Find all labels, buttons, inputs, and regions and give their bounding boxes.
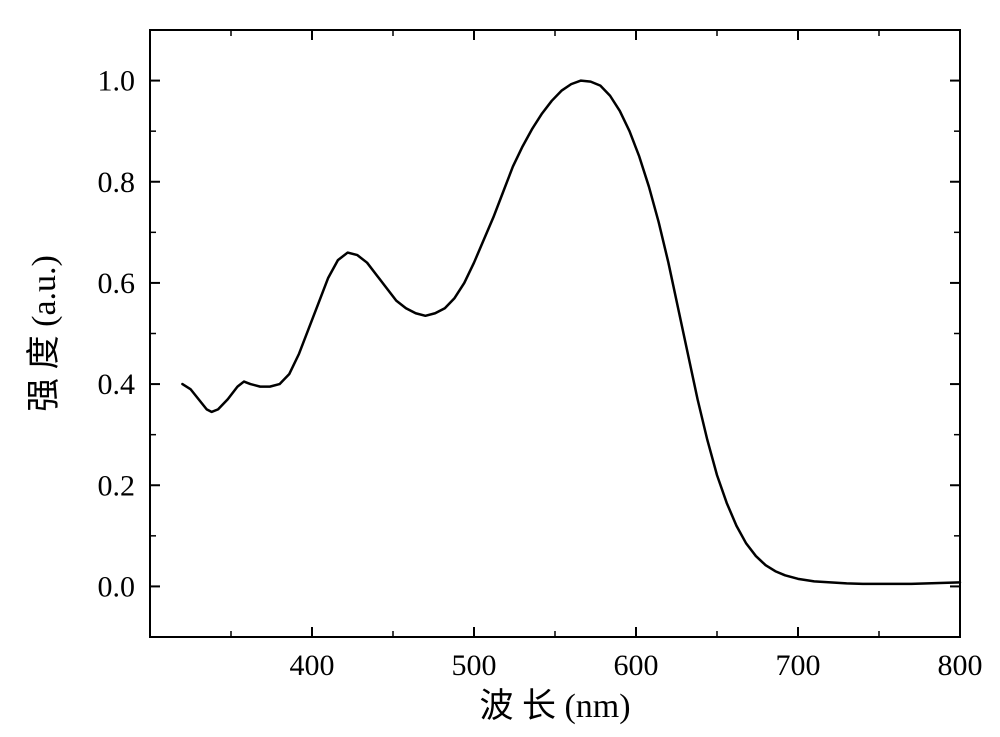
- x-tick-label: 800: [938, 649, 983, 682]
- spectrum-line: [182, 81, 960, 584]
- y-tick-label: 0.8: [98, 166, 136, 199]
- plot-border: [150, 30, 960, 637]
- x-tick-label: 400: [290, 649, 335, 682]
- spectrum-chart: 400 500 600 700 800 0.0 0.2 0.4 0.6 0.8 1.0 波 长 (nm…: [0, 0, 1000, 737]
- chart-svg: 400 500 600 700 800 0.0 0.2 0.4 0.6 0.8 1.0 波 长 (nm…: [0, 0, 1000, 737]
- y-tick-label: 0.4: [98, 368, 136, 401]
- x-axis-label: 波 长 (nm): [479, 687, 630, 725]
- y-tick-label: 0.2: [98, 469, 136, 502]
- x-tick-label: 700: [776, 649, 821, 682]
- y-tick-label: 0.6: [98, 267, 136, 300]
- y-tick-label: 1.0: [98, 65, 136, 98]
- y-tick-label: 0.0: [98, 570, 136, 603]
- y-axis-label: 强 度 (a.u.): [25, 255, 63, 412]
- x-tick-label: 600: [614, 649, 659, 682]
- x-tick-label: 500: [452, 649, 497, 682]
